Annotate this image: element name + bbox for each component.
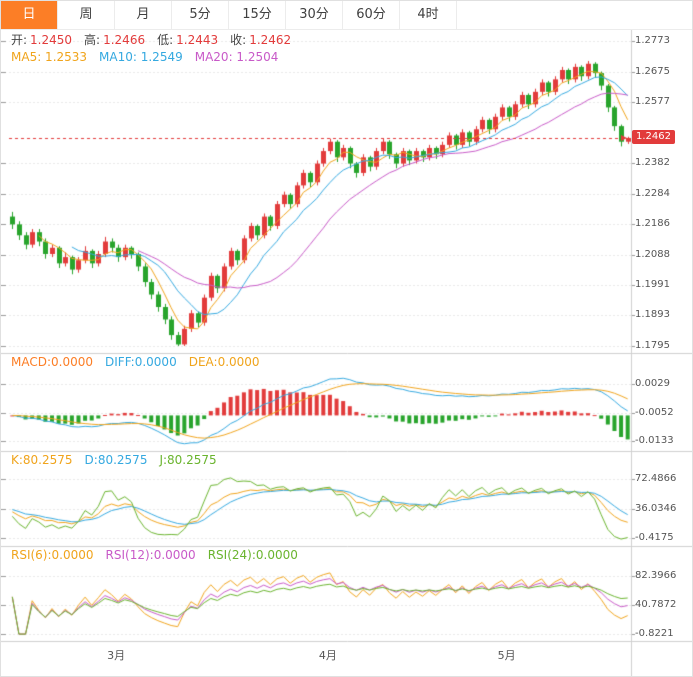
kdj-info-row: K:80.2575 D:80.2575 J:80.2575 xyxy=(11,453,229,468)
current-price-tag: 1.2462 xyxy=(632,129,675,144)
ohlc-value: 1.2462 xyxy=(249,33,292,47)
timeframe-tab[interactable]: 周 xyxy=(58,1,115,29)
kdj-y-axis-label: 36.0346 xyxy=(635,503,677,514)
kdj-y-axis-label: 72.4866 xyxy=(635,473,677,484)
indicator-value: D:80.2575 xyxy=(84,453,148,467)
rsi-info-row: RSI(6):0.0000 RSI(12):0.0000 RSI(24):0.000… xyxy=(11,548,310,563)
indicator-value: K:80.2575 xyxy=(11,453,73,467)
timeframe-tab[interactable]: 4时 xyxy=(400,1,457,29)
timeframe-toolbar: 日周月 5分 15分 30分 60分 4时 xyxy=(1,1,692,30)
rsi-y-axis-label: -0.8221 xyxy=(635,628,674,639)
rsi-y-axis-label: 40.7872 xyxy=(635,599,677,610)
main-y-axis-label: 1.1795 xyxy=(635,340,670,351)
macd-y-axis-label: 0.0029 xyxy=(635,378,670,389)
macd-y-axis-label: -0.0133 xyxy=(635,435,674,446)
timeframe-tab[interactable]: 日 xyxy=(1,1,58,29)
indicator-value: RSI(6):0.0000 xyxy=(11,548,94,562)
main-y-axis-label: 1.2773 xyxy=(635,35,670,46)
ohlc-info-row: 开: 1.2450 高: 1.2466 低: 1.2443 收: 1.2462 xyxy=(11,33,303,48)
x-axis-month-label: 4月 xyxy=(318,649,337,662)
kdj-y-axis-label: -0.4175 xyxy=(635,532,674,543)
indicator-value: RSI(24):0.0000 xyxy=(207,548,298,562)
ohlc-label: 收: xyxy=(230,33,247,47)
main-y-axis-label: 1.2186 xyxy=(635,218,670,230)
main-y-axis-label: 1.2088 xyxy=(635,248,670,260)
indicator-value: MA5: 1.2533 xyxy=(11,50,88,64)
indicator-value: RSI(12):0.0000 xyxy=(105,548,196,562)
x-axis-month-label: 5月 xyxy=(497,649,516,662)
ohlc-value: 1.2466 xyxy=(103,33,146,47)
indicator-value: DEA:0.0000 xyxy=(188,355,260,369)
chart-canvas[interactable] xyxy=(1,29,692,676)
timeframe-tab[interactable]: 30分 xyxy=(286,1,343,29)
main-y-axis-label: 1.2284 xyxy=(635,187,670,199)
ma-info-row: MA5: 1.2533 MA10: 1.2549 MA20: 1.2504 xyxy=(11,50,290,65)
ohlc-label: 开: xyxy=(11,33,28,47)
ohlc-value: 1.2443 xyxy=(176,33,219,47)
timeframe-tab[interactable]: 月 xyxy=(115,1,172,29)
macd-info-row: MACD:0.0000 DIFF:0.0000 DEA:0.0000 xyxy=(11,355,272,370)
timeframe-tab[interactable]: 5分 xyxy=(172,1,229,29)
main-y-axis-label: 1.2675 xyxy=(635,65,670,77)
rsi-y-axis-label: 82.3966 xyxy=(635,570,677,581)
main-y-axis-label: 1.1893 xyxy=(635,309,670,321)
indicator-value: MA20: 1.2504 xyxy=(194,50,279,64)
main-y-axis-label: 1.1991 xyxy=(635,278,670,290)
indicator-value: MACD:0.0000 xyxy=(11,355,94,369)
macd-y-axis-label: -0.0052 xyxy=(635,407,674,418)
indicator-value: MA10: 1.2549 xyxy=(99,50,183,64)
ohlc-value: 1.2450 xyxy=(30,33,73,47)
timeframe-tab[interactable]: 15分 xyxy=(229,1,286,29)
x-axis-month-label: 3月 xyxy=(107,649,126,662)
main-y-axis-label: 1.2577 xyxy=(635,96,670,108)
ohlc-label: 低: xyxy=(157,33,174,47)
main-y-axis-label: 1.2382 xyxy=(635,156,670,168)
indicator-value: J:80.2575 xyxy=(159,453,217,467)
ohlc-label: 高: xyxy=(84,33,101,47)
timeframe-tab[interactable]: 60分 xyxy=(343,1,400,29)
indicator-value: DIFF:0.0000 xyxy=(105,355,177,369)
